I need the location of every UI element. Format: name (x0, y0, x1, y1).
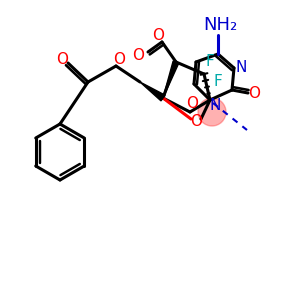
Text: NH₂: NH₂ (203, 16, 237, 34)
Text: O: O (152, 28, 164, 44)
Circle shape (198, 98, 226, 126)
Text: O: O (56, 52, 68, 68)
Text: N: N (209, 98, 221, 112)
Polygon shape (163, 61, 179, 98)
Text: O: O (113, 52, 125, 68)
Text: O: O (190, 115, 202, 130)
Text: N: N (235, 61, 247, 76)
Text: O: O (186, 97, 198, 112)
Text: O: O (132, 47, 144, 62)
Polygon shape (140, 82, 165, 101)
Text: O: O (248, 85, 260, 100)
Text: F: F (214, 74, 222, 89)
Text: F: F (206, 55, 214, 70)
